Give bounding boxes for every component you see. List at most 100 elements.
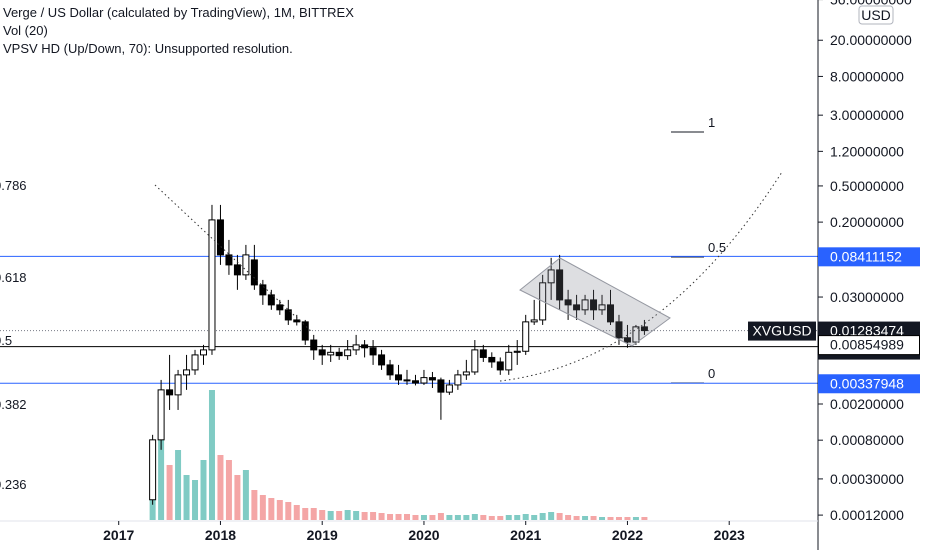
- candle-body: [437, 379, 445, 393]
- volume-bar: [607, 517, 614, 520]
- candle-body: [564, 299, 572, 306]
- volume-bar: [242, 470, 249, 520]
- volume-bar: [353, 511, 360, 520]
- candle-body: [590, 299, 598, 311]
- y-tick-label: 0.20000000: [830, 214, 904, 230]
- fib-level-label: 0.618: [0, 270, 27, 285]
- candle-body: [259, 284, 267, 296]
- price-box: [818, 247, 920, 267]
- volume-bar: [217, 455, 224, 520]
- fib-level-label: 0.382: [0, 397, 27, 412]
- candle-body: [530, 319, 538, 323]
- volume-bar: [268, 498, 275, 520]
- candle-body: [361, 344, 369, 349]
- volume-bar: [395, 514, 402, 520]
- volume-bar: [370, 512, 377, 520]
- volume-bar: [429, 515, 436, 520]
- candle-body: [403, 379, 411, 382]
- indicator-label: Vol (20): [3, 23, 48, 38]
- volume-bar: [404, 514, 410, 520]
- fib-level-label: 0: [708, 366, 715, 381]
- channel: [519, 257, 671, 347]
- volume-bar: [336, 511, 343, 520]
- candle-body: [301, 321, 309, 341]
- currency-box[interactable]: [858, 5, 894, 25]
- candle-body: [352, 344, 360, 351]
- candle-body: [174, 374, 182, 396]
- candle-body: [445, 384, 453, 393]
- y-tick-label: 0.00030000: [830, 471, 904, 487]
- volume-bar: [387, 514, 394, 520]
- symbol-box: [748, 321, 816, 341]
- volume-bar: [183, 475, 190, 520]
- volume-bar: [548, 512, 555, 520]
- candle-body: [293, 319, 301, 323]
- candle-body: [369, 347, 377, 356]
- candle-body: [284, 309, 292, 321]
- volume-bar: [344, 510, 351, 520]
- x-tick-label: 2017: [103, 527, 134, 543]
- candle-body: [454, 374, 462, 386]
- candle-body: [276, 304, 284, 311]
- y-tick-label: 0.50000000: [830, 178, 904, 194]
- symbol-label: XVGUSD: [752, 323, 811, 339]
- candle-body: [581, 299, 589, 311]
- candle-body: [640, 326, 648, 332]
- fib-level-label: 1: [708, 115, 715, 130]
- volume-bar: [641, 517, 648, 520]
- candle-body: [505, 351, 513, 371]
- candle-body: [547, 269, 555, 284]
- volume-bar: [412, 515, 419, 520]
- volume-bar: [437, 513, 444, 520]
- x-tick-label: 2019: [307, 527, 338, 543]
- candle-body: [522, 321, 530, 352]
- candle-body: [200, 349, 207, 356]
- volume-bar: [590, 516, 597, 520]
- volume-bar: [454, 515, 461, 520]
- volume-bar: [251, 490, 258, 520]
- volume-bar: [420, 515, 427, 520]
- candle-body: [242, 254, 250, 276]
- candle-body: [310, 339, 318, 351]
- volume-bar: [225, 460, 232, 520]
- volume-bar: [446, 515, 453, 520]
- candle-body: [149, 439, 157, 501]
- volume-bar: [531, 515, 538, 520]
- currency-label[interactable]: USD: [861, 7, 891, 23]
- candle-body: [632, 326, 640, 343]
- candle-body: [318, 349, 326, 356]
- indicator-label: VPSV HD (Up/Down, 70): Unsupported resol…: [3, 41, 293, 56]
- chart-title: Verge / US Dollar (calculated by Trading…: [3, 5, 354, 20]
- y-tick-label: 20.00000000: [830, 32, 912, 48]
- candle-body: [233, 264, 241, 276]
- volume-bar: [488, 516, 495, 520]
- fib-level-label: 0.5: [708, 240, 726, 255]
- volume-bar: [310, 508, 317, 520]
- volume-bar: [259, 495, 266, 520]
- candle-body: [157, 389, 165, 441]
- volume-bar: [192, 480, 199, 520]
- candle-body: [327, 351, 335, 356]
- volume-bar: [497, 516, 504, 520]
- candle-body: [378, 354, 386, 366]
- volume-bar: [378, 513, 385, 520]
- candle-body: [386, 364, 394, 376]
- fib-level-label: 0.236: [0, 477, 27, 492]
- volume-bar: [234, 475, 241, 520]
- candle-body: [250, 259, 258, 286]
- candle-body: [411, 380, 419, 384]
- candle-body: [513, 350, 521, 353]
- volume-bar: [573, 516, 580, 520]
- y-tick-label: 0.03000000: [830, 289, 904, 305]
- candle-body: [428, 377, 436, 381]
- volume-bar: [632, 517, 639, 520]
- volume-bar: [276, 500, 283, 520]
- volume-bar: [514, 515, 521, 520]
- candle-body: [395, 374, 403, 381]
- volume-bar: [293, 505, 300, 520]
- volume-bar: [624, 517, 631, 520]
- candle-body: [479, 349, 487, 358]
- fib-level-label: 0.786: [0, 178, 27, 193]
- volume-bar: [166, 465, 173, 520]
